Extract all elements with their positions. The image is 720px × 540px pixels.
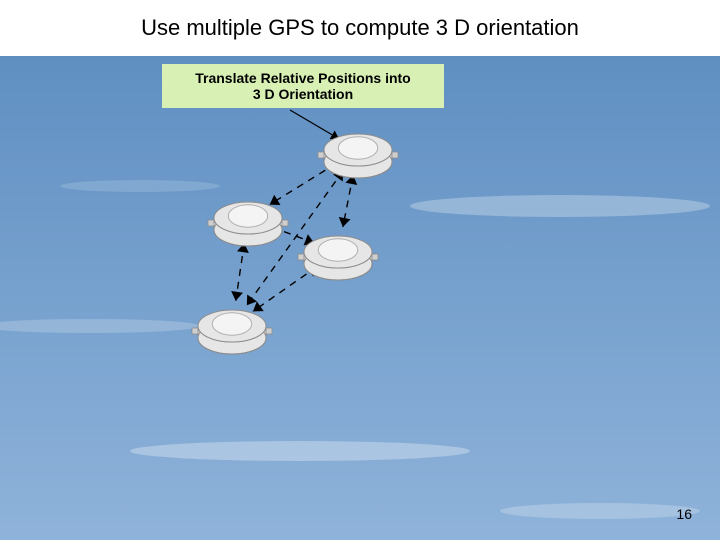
title-band: Use multiple GPS to compute 3 D orientat… xyxy=(0,0,720,56)
slide-title: Use multiple GPS to compute 3 D orientat… xyxy=(141,15,579,41)
gps-receiver xyxy=(192,310,272,354)
page-number: 16 xyxy=(676,506,692,522)
slide: Use multiple GPS to compute 3 D orientat… xyxy=(0,0,720,540)
diagram-svg xyxy=(0,56,720,540)
gps-receiver xyxy=(298,236,378,280)
sky-background: Translate Relative Positions into 3 D Or… xyxy=(0,56,720,540)
gps-receiver xyxy=(318,134,398,178)
gps-receiver xyxy=(208,202,288,246)
